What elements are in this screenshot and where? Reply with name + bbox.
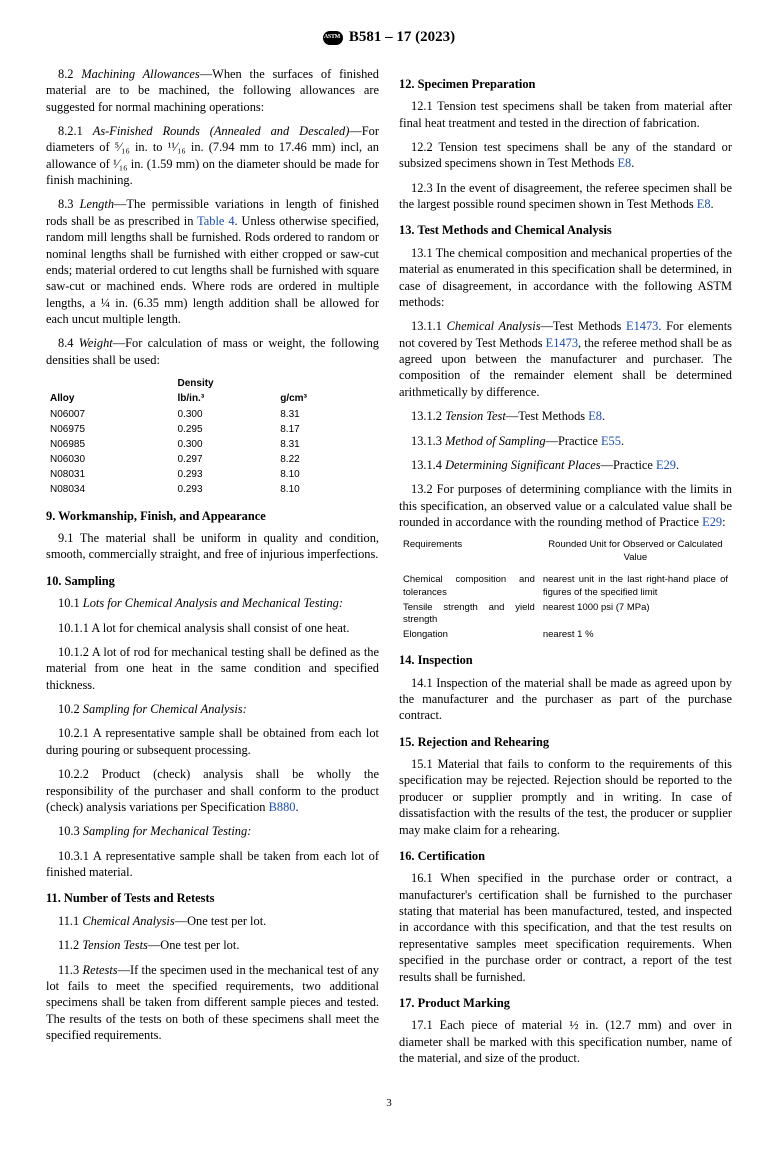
left-col: 8.2 Machining Allowances—When the surfac…: [46, 66, 379, 1075]
col-gcm: g/cm³: [276, 391, 379, 406]
link-e55[interactable]: E55: [601, 434, 621, 448]
astm-logo-icon: [323, 31, 343, 45]
density-table: Density Alloy lb/in.³ g/cm³ N060070.3008…: [46, 376, 379, 498]
density-cap: Density: [174, 376, 380, 391]
p-10-3: 10.3 Sampling for Mechanical Testing:: [46, 823, 379, 839]
p-10-2: 10.2 Sampling for Chemical Analysis:: [46, 701, 379, 717]
p-17-1: 17.1 Each piece of material ½ in. (12.7 …: [399, 1017, 732, 1066]
doc-header: B581 – 17 (2023): [46, 28, 732, 48]
table-row: N080340.2938.10: [46, 482, 379, 497]
sec-12: 12. Specimen Preparation: [399, 76, 732, 92]
p-10-2-2: 10.2.2 Product (check) analysis shall be…: [46, 766, 379, 815]
sec-9: 9. Workmanship, Finish, and Appearance: [46, 508, 379, 524]
p-8-2: 8.2 Machining Allowances—When the surfac…: [46, 66, 379, 115]
link-e29[interactable]: E29: [656, 458, 676, 472]
col-lbin: lb/in.³: [174, 391, 277, 406]
link-e29[interactable]: E29: [702, 515, 722, 529]
p-12-1: 12.1 Tension test specimens shall be tak…: [399, 98, 732, 131]
link-e8[interactable]: E8: [588, 409, 602, 423]
table-row: N060070.3008.31: [46, 407, 379, 422]
req-h1: Requirements: [399, 538, 539, 565]
right-col: 12. Specimen Preparation 12.1 Tension te…: [399, 66, 732, 1075]
p-12-3: 12.3 In the event of disagreement, the r…: [399, 180, 732, 213]
p-12-2: 12.2 Tension test specimens shall be any…: [399, 139, 732, 172]
req-h2: Rounded Unit for Observed or Calculated …: [539, 538, 732, 565]
p-13-1-2: 13.1.2 Tension Test—Test Methods E8.: [399, 408, 732, 424]
p-16-1: 16.1 When specified in the purchase orde…: [399, 870, 732, 985]
sec-13: 13. Test Methods and Chemical Analysis: [399, 222, 732, 238]
link-b880[interactable]: B880: [269, 800, 296, 814]
p-11-1: 11.1 Chemical Analysis—One test per lot.: [46, 913, 379, 929]
p-13-1-3: 13.1.3 Method of Sampling—Practice E55.: [399, 433, 732, 449]
link-e8[interactable]: E8: [697, 197, 711, 211]
designation: B581 – 17 (2023): [349, 28, 455, 48]
p-13-1-1: 13.1.1 Chemical Analysis—Test Methods E1…: [399, 318, 732, 400]
p-8-3: 8.3 Length—The permissible variations in…: [46, 196, 379, 327]
p-13-1: 13.1 The chemical composition and mechan…: [399, 245, 732, 311]
table-row: N069750.2958.17: [46, 422, 379, 437]
page-number: 3: [46, 1096, 732, 1111]
table-row: Tensile strength and yield strengthneare…: [399, 601, 732, 628]
sec-11: 11. Number of Tests and Retests: [46, 890, 379, 906]
p-8-4: 8.4 Weight—For calculation of mass or we…: [46, 335, 379, 368]
p-11-2: 11.2 Tension Tests—One test per lot.: [46, 937, 379, 953]
page: B581 – 17 (2023) 8.2 Machining Allowance…: [0, 0, 778, 1151]
p-15-1: 15.1 Material that fails to conform to t…: [399, 756, 732, 838]
link-e8[interactable]: E8: [617, 156, 631, 170]
p-13-1-4: 13.1.4 Determining Significant Places—Pr…: [399, 457, 732, 473]
p-10-2-1: 10.2.1 A representative sample shall be …: [46, 725, 379, 758]
req-table: Requirements Rounded Unit for Observed o…: [399, 538, 732, 642]
p-8-2-1: 8.2.1 As-Finished Rounds (Annealed and D…: [46, 123, 379, 189]
link-table4[interactable]: Table 4: [197, 214, 234, 228]
p-10-1-1: 10.1.1 A lot for chemical analysis shall…: [46, 620, 379, 636]
columns: 8.2 Machining Allowances—When the surfac…: [46, 66, 732, 1075]
p-14-1: 14.1 Inspection of the material shall be…: [399, 675, 732, 724]
sec-17: 17. Product Marking: [399, 995, 732, 1011]
p-10-3-1: 10.3.1 A representative sample shall be …: [46, 848, 379, 881]
sec-16: 16. Certification: [399, 848, 732, 864]
table-row: Chemical composition and tolerancesneare…: [399, 573, 732, 600]
table-row: N060300.2978.22: [46, 452, 379, 467]
sec-10: 10. Sampling: [46, 573, 379, 589]
p-10-1: 10.1 Lots for Chemical Analysis and Mech…: [46, 595, 379, 611]
table-row: N080310.2938.10: [46, 467, 379, 482]
sec-14: 14. Inspection: [399, 652, 732, 668]
p-9-1: 9.1 The material shall be uniform in qua…: [46, 530, 379, 563]
sec-15: 15. Rejection and Rehearing: [399, 734, 732, 750]
link-e1473[interactable]: E1473: [546, 336, 578, 350]
p-13-2: 13.2 For purposes of determining complia…: [399, 481, 732, 530]
p-10-1-2: 10.1.2 A lot of rod for mechanical testi…: [46, 644, 379, 693]
link-e1473[interactable]: E1473: [626, 319, 658, 333]
table-row: N069850.3008.31: [46, 437, 379, 452]
col-alloy: Alloy: [46, 391, 174, 406]
p-11-3: 11.3 Retests—If the specimen used in the…: [46, 962, 379, 1044]
table-row: Elongationnearest 1 %: [399, 628, 732, 643]
